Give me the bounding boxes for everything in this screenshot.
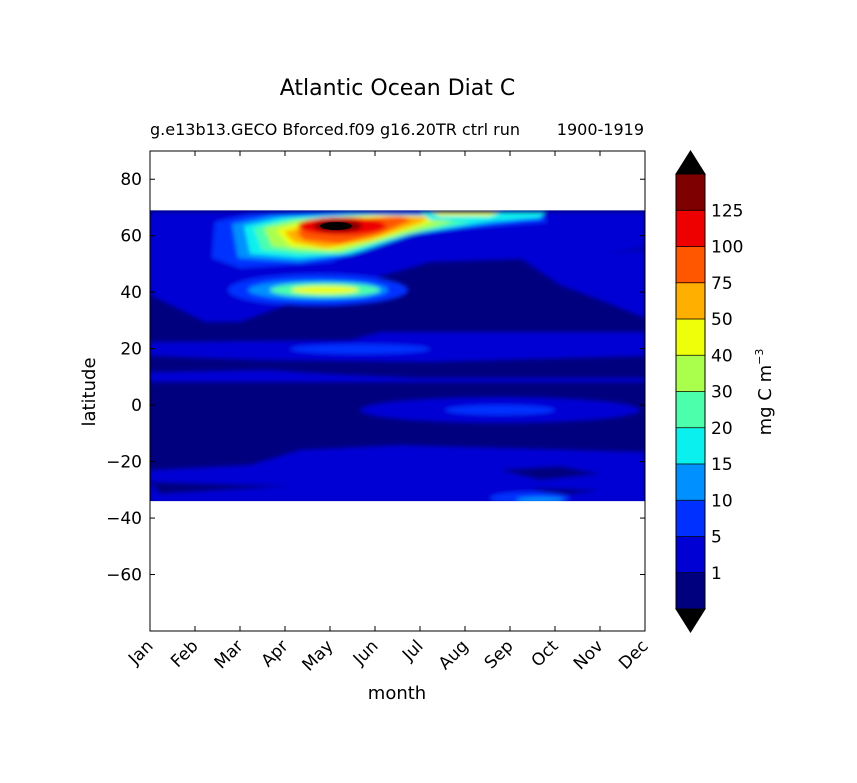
colorbar-swatch-2 [676, 500, 705, 537]
x-tick-label-2: Mar [211, 636, 248, 673]
contour-region-9 [445, 405, 555, 415]
y-axis: 80 60 40 20 0 −20 −40 −60 [106, 170, 645, 586]
colorbar-swatch-7 [676, 319, 705, 356]
y-tick-label-0: 80 [120, 170, 142, 190]
y-tick-label-1: 60 [120, 227, 142, 247]
x-tick-label-9: Oct [528, 636, 563, 671]
colorbar-swatch-8 [676, 282, 705, 320]
colorbar-label-sup: −3 [753, 349, 766, 365]
x-tick-label-1: Feb [167, 636, 202, 671]
colorbar-swatch-6 [676, 355, 705, 392]
contour-region-16 [291, 286, 359, 294]
colorbar-tick-label-9: 100 [711, 238, 743, 258]
colorbar-label: mg C m−3 [753, 349, 776, 436]
x-tick-label-5: Jun [349, 636, 383, 670]
y-tick-label-7: −60 [106, 566, 142, 586]
colorbar-swatch-0 [676, 572, 705, 610]
x-tick-label-11: Dec [615, 636, 652, 673]
y-tick-label-3: 20 [120, 340, 142, 360]
colorbar-swatch-10 [676, 210, 705, 247]
y-axis-label: latitude [79, 357, 100, 426]
y-tick-label-2: 40 [120, 283, 142, 303]
chart-subtitle-years: 1900-1919 [556, 120, 644, 139]
contour-region-5 [150, 445, 645, 502]
contour-region-12 [290, 344, 430, 354]
contour-maximum [320, 222, 352, 230]
colorbar-tick-label-10: 125 [711, 201, 743, 221]
colorbar-swatch-9 [676, 246, 705, 284]
x-tick-label-7: Aug [435, 636, 473, 674]
colorbar-swatch-1 [676, 536, 705, 574]
colorbar-label-text: mg C m [755, 365, 776, 436]
colorbar-tick-label-0: 1 [711, 564, 722, 584]
x-tick-label-10: Nov [570, 636, 608, 674]
contour-region-1 [520, 250, 645, 318]
contour-region-7 [500, 466, 600, 480]
contour-region-8 [530, 488, 600, 496]
y-tick-label-4: 0 [131, 396, 142, 416]
colorbar-tick-label-7: 50 [711, 310, 733, 330]
colorbar-swatch-5 [676, 391, 705, 429]
colorbar-tick-label-5: 30 [711, 383, 733, 403]
contour-region-6 [150, 482, 290, 494]
colorbar-tick-label-2: 10 [711, 491, 733, 511]
x-tick-label-6: Jul [398, 636, 427, 665]
chart-title: Atlantic Ocean Diat C [279, 76, 516, 101]
colorbar-swatch-4 [676, 427, 705, 465]
plot-area [149, 150, 646, 632]
colorbar-swatch-11 [676, 174, 705, 211]
y-tick-label-5: −20 [106, 453, 142, 473]
contour-region-11 [516, 497, 564, 502]
x-axis-label: month [368, 683, 426, 704]
colorbar-tick-label-8: 75 [711, 274, 733, 294]
colorbar-tick-label-1: 5 [711, 528, 722, 548]
colorbar-extend-low [675, 608, 706, 633]
x-tick-label-4: May [299, 636, 338, 675]
colorbar-tick-label-6: 40 [711, 346, 733, 366]
x-tick-label-8: Sep [481, 636, 518, 673]
y-tick-label-6: −40 [106, 509, 142, 529]
colorbar-swatch-3 [676, 464, 705, 501]
plot-frame [149, 150, 646, 632]
contour-region-28 [430, 212, 500, 216]
x-tick-label-3: Apr [258, 636, 293, 671]
colorbar-tick-label-3: 15 [711, 455, 733, 475]
contour-region-3 [150, 370, 645, 382]
x-tick-label-0: Jan [124, 636, 157, 669]
contour-field [150, 210, 645, 502]
chart-subtitle-run: g.e13b13.GECO Bforced.f09 g16.20TR ctrl … [150, 120, 520, 139]
colorbar-extend-high [675, 150, 706, 175]
colorbar-tick-label-4: 20 [711, 419, 733, 439]
